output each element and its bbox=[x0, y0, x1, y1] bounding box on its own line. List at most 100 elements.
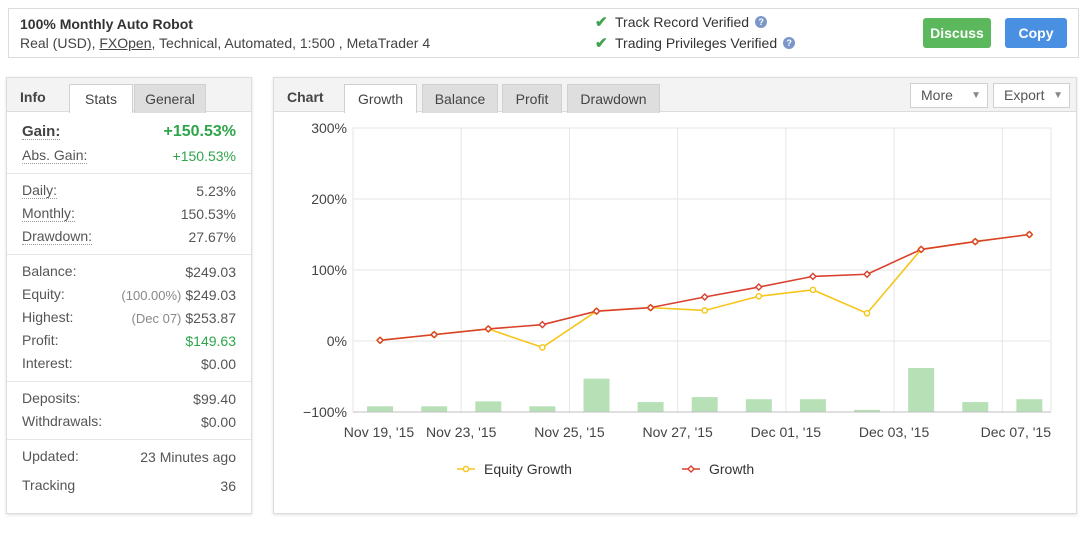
copy-button[interactable]: Copy bbox=[1005, 18, 1067, 48]
gain-row: Gain: +150.53% bbox=[22, 122, 236, 145]
gain-value: +150.53% bbox=[163, 123, 236, 140]
tracking-row: Tracking 36 bbox=[22, 475, 236, 498]
withdrawals-row: Withdrawals: $0.00 bbox=[22, 411, 236, 434]
x-tick-label: Nov 27, '15 bbox=[642, 424, 713, 440]
deposits-value: $99.40 bbox=[193, 391, 236, 407]
y-tick-label: 300% bbox=[311, 120, 347, 136]
tab-stats[interactable]: Stats bbox=[69, 84, 133, 113]
legend-equity-label: Equity Growth bbox=[484, 461, 572, 477]
account-type: Real (USD), bbox=[20, 35, 96, 51]
balance-value: $249.03 bbox=[185, 264, 236, 280]
daily-label: Daily: bbox=[22, 182, 58, 199]
x-tick-label: Dec 07, '15 bbox=[981, 424, 1052, 440]
daily-bar bbox=[908, 367, 935, 412]
deposits-label: Deposits: bbox=[22, 390, 81, 406]
equity-row: Equity: (100.00%) $249.03 bbox=[22, 284, 236, 307]
growth-marker bbox=[971, 237, 980, 246]
broker-link[interactable]: FXOpen bbox=[99, 35, 152, 51]
drawdown-value: 27.67% bbox=[188, 229, 236, 245]
growth-marker bbox=[1025, 230, 1034, 239]
export-label: Export bbox=[1004, 87, 1045, 103]
trading-privileges-label: Trading Privileges Verified bbox=[615, 35, 778, 51]
balance-row: Balance: $249.03 bbox=[22, 261, 236, 284]
abs-gain-label: Abs. Gain: bbox=[22, 147, 88, 164]
interest-value: $0.00 bbox=[200, 356, 236, 372]
tab-profit[interactable]: Profit bbox=[502, 84, 562, 113]
daily-bar bbox=[799, 399, 826, 412]
trading-privileges-verified: ✔ Trading Privileges Verified ? bbox=[595, 34, 796, 52]
interest-label: Interest: bbox=[22, 355, 73, 371]
x-tick-label: Nov 23, '15 bbox=[426, 424, 497, 440]
growth-marker bbox=[592, 307, 601, 316]
tab-drawdown[interactable]: Drawdown bbox=[567, 84, 660, 113]
equity-value-group: (100.00%) $249.03 bbox=[121, 287, 236, 303]
growth-marker bbox=[484, 324, 493, 333]
help-icon[interactable]: ? bbox=[755, 16, 768, 28]
profit-row: Profit: $149.63 bbox=[22, 330, 236, 353]
track-record-label: Track Record Verified bbox=[615, 14, 750, 30]
highest-value-group: (Dec 07) $253.87 bbox=[132, 310, 236, 326]
highest-note: (Dec 07) bbox=[131, 311, 182, 326]
drawdown-row: Drawdown: 27.67% bbox=[22, 226, 236, 249]
equity-label: Equity: bbox=[22, 286, 65, 302]
growth-marker bbox=[754, 283, 763, 292]
divider bbox=[7, 254, 251, 255]
caret-down-icon: ▼ bbox=[971, 90, 981, 101]
updated-label: Updated: bbox=[22, 448, 79, 464]
help-icon[interactable]: ? bbox=[783, 37, 796, 49]
tracking-value: 36 bbox=[220, 478, 236, 494]
highest-label: Highest: bbox=[22, 309, 74, 325]
y-tick-label: −100% bbox=[303, 404, 347, 420]
growth-marker bbox=[430, 330, 439, 339]
chart-axes: 300% 200% 100% 0% −100% Nov 19, '15 Nov 23, '1… bbox=[303, 120, 1051, 440]
tab-balance[interactable]: Balance bbox=[422, 84, 498, 113]
monthly-label: Monthly: bbox=[22, 205, 75, 222]
info-panel: Info Stats General Gain: +150.53% Abs. G… bbox=[6, 77, 252, 514]
daily-value: 5.23% bbox=[196, 183, 236, 199]
track-record-verified: ✔ Track Record Verified ? bbox=[595, 13, 768, 31]
drawdown-label: Drawdown: bbox=[22, 228, 93, 245]
growth-marker bbox=[700, 292, 709, 301]
daily-bar bbox=[583, 378, 610, 412]
daily-row: Daily: 5.23% bbox=[22, 180, 236, 203]
more-label: More bbox=[921, 87, 953, 103]
growth-chart: 300% 200% 100% 0% −100% Nov 19, '15 Nov 23, '1… bbox=[303, 120, 1052, 477]
divider bbox=[7, 173, 251, 174]
daily-bar bbox=[529, 406, 556, 412]
x-tick-label: Dec 03, '15 bbox=[859, 424, 930, 440]
updated-row: Updated: 23 Minutes ago bbox=[22, 446, 236, 475]
system-title: 100% Monthly Auto Robot bbox=[20, 16, 193, 32]
system-header: 100% Monthly Auto Robot Real (USD), FXOp… bbox=[8, 8, 1079, 58]
system-details: , Technical, Automated, 1:500 , MetaTrad… bbox=[151, 35, 431, 51]
daily-bar bbox=[1016, 399, 1043, 412]
gain-label: Gain: bbox=[22, 123, 61, 140]
highest-value: $253.87 bbox=[185, 310, 236, 326]
legend-growth-marker bbox=[687, 465, 695, 473]
growth-marker bbox=[808, 272, 817, 281]
export-dropdown[interactable]: Export ▼ bbox=[993, 83, 1070, 108]
daily-bar bbox=[854, 409, 881, 412]
monthly-row: Monthly: 150.53% bbox=[22, 203, 236, 226]
y-tick-label: 200% bbox=[311, 191, 347, 207]
tracking-label: Tracking bbox=[22, 477, 76, 493]
profit-value: $149.63 bbox=[185, 333, 236, 349]
monthly-value: 150.53% bbox=[180, 206, 236, 222]
abs-gain-row: Abs. Gain: +150.53% bbox=[22, 145, 236, 168]
equity-note: (100.00%) bbox=[121, 288, 182, 303]
divider bbox=[7, 439, 251, 440]
chart-label: Chart bbox=[287, 89, 324, 105]
tab-growth[interactable]: Growth bbox=[344, 84, 417, 113]
more-dropdown[interactable]: More ▼ bbox=[910, 83, 988, 108]
discuss-button[interactable]: Discuss bbox=[923, 18, 991, 48]
interest-row: Interest: $0.00 bbox=[22, 353, 236, 376]
tab-general[interactable]: General bbox=[134, 84, 206, 113]
growth-marker bbox=[646, 303, 655, 312]
growth-marker bbox=[863, 270, 872, 279]
x-tick-label: Dec 01, '15 bbox=[751, 424, 822, 440]
daily-bar bbox=[475, 401, 502, 412]
daily-bar bbox=[962, 402, 989, 412]
equity-marker bbox=[809, 286, 817, 294]
abs-gain-value: +150.53% bbox=[172, 148, 236, 164]
legend-equity-marker bbox=[462, 465, 470, 473]
deposits-row: Deposits: $99.40 bbox=[22, 388, 236, 411]
